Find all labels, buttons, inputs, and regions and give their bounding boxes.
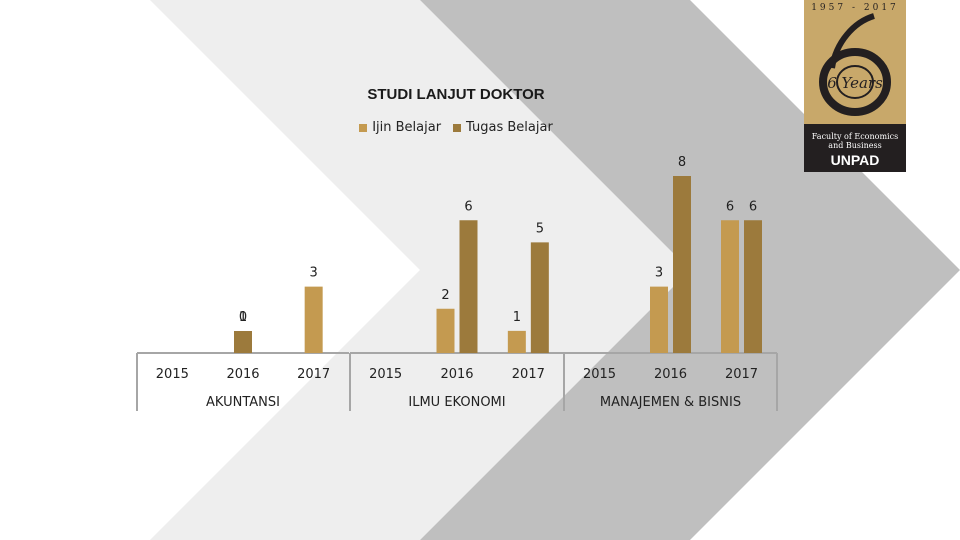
bar-ijin-belajar bbox=[436, 308, 455, 353]
data-label: 6 bbox=[726, 199, 734, 214]
logo-faculty-line1: Faculty of Economics bbox=[811, 132, 899, 141]
tick-label: 2015 bbox=[369, 367, 402, 382]
logo-faculty-line2: and Business bbox=[828, 141, 882, 150]
data-label: 1 bbox=[239, 310, 247, 325]
group-label: ILMU EKONOMI bbox=[408, 395, 505, 410]
logo-years-range: 1957 - 2017 bbox=[811, 3, 899, 13]
logo-university: UNPAD bbox=[830, 152, 880, 168]
legend-swatch-tugas bbox=[453, 123, 462, 132]
bar-tugas-belajar bbox=[673, 176, 691, 353]
tick-label: 2016 bbox=[654, 367, 687, 382]
tick-label: 2016 bbox=[226, 367, 259, 382]
data-label: 3 bbox=[655, 266, 663, 281]
legend-item-tugas: Tugas Belajar bbox=[453, 120, 553, 135]
logo-six-icon: 6 Years bbox=[819, 13, 891, 116]
tick-label: 2017 bbox=[725, 367, 758, 382]
legend-label-ijin: Ijin Belajar bbox=[372, 120, 442, 135]
legend-item-ijin: Ijin Belajar bbox=[359, 120, 441, 135]
tick-label: 2017 bbox=[512, 367, 545, 382]
legend-swatch-ijin bbox=[359, 123, 368, 132]
data-label: 6 bbox=[464, 199, 472, 214]
data-label: 8 bbox=[678, 155, 686, 170]
bar-ijin-belajar bbox=[650, 286, 668, 353]
bar-tugas-belajar bbox=[744, 220, 762, 353]
legend-label-tugas: Tugas Belajar bbox=[466, 120, 553, 135]
bar-tugas-belajar bbox=[234, 331, 252, 353]
group-label: AKUNTANSI bbox=[206, 395, 280, 410]
logo-emblem-area: 1957 - 2017 6 Years bbox=[804, 0, 906, 124]
bar-tugas-belajar bbox=[530, 242, 549, 353]
bar-tugas-belajar bbox=[459, 220, 478, 353]
data-label: 5 bbox=[536, 221, 544, 236]
logo-emblem-text: 6 Years bbox=[827, 74, 883, 92]
data-label: 3 bbox=[310, 266, 318, 281]
tick-label: 2016 bbox=[440, 367, 473, 382]
tick-label: 2015 bbox=[156, 367, 189, 382]
data-label: 1 bbox=[513, 310, 521, 325]
data-label: 2 bbox=[441, 288, 449, 303]
bar-ijin-belajar bbox=[507, 330, 526, 353]
data-label: 0 bbox=[239, 310, 247, 325]
chart-legend: Ijin Belajar Tugas Belajar bbox=[300, 120, 612, 135]
chart-title: STUDI LANJUT DOKTOR bbox=[367, 86, 545, 103]
unpad-logo: 1957 - 2017 6 Years Faculty of Economics… bbox=[804, 0, 906, 172]
data-label: 6 bbox=[749, 199, 757, 214]
tick-label: 2015 bbox=[583, 367, 616, 382]
logo-faculty-text: Faculty of Economics and Business bbox=[804, 132, 906, 150]
bar-ijin-belajar bbox=[304, 286, 323, 353]
tick-label: 2017 bbox=[297, 367, 330, 382]
group-label: MANAJEMEN & BISNIS bbox=[600, 395, 741, 410]
bar-ijin-belajar bbox=[721, 220, 739, 353]
